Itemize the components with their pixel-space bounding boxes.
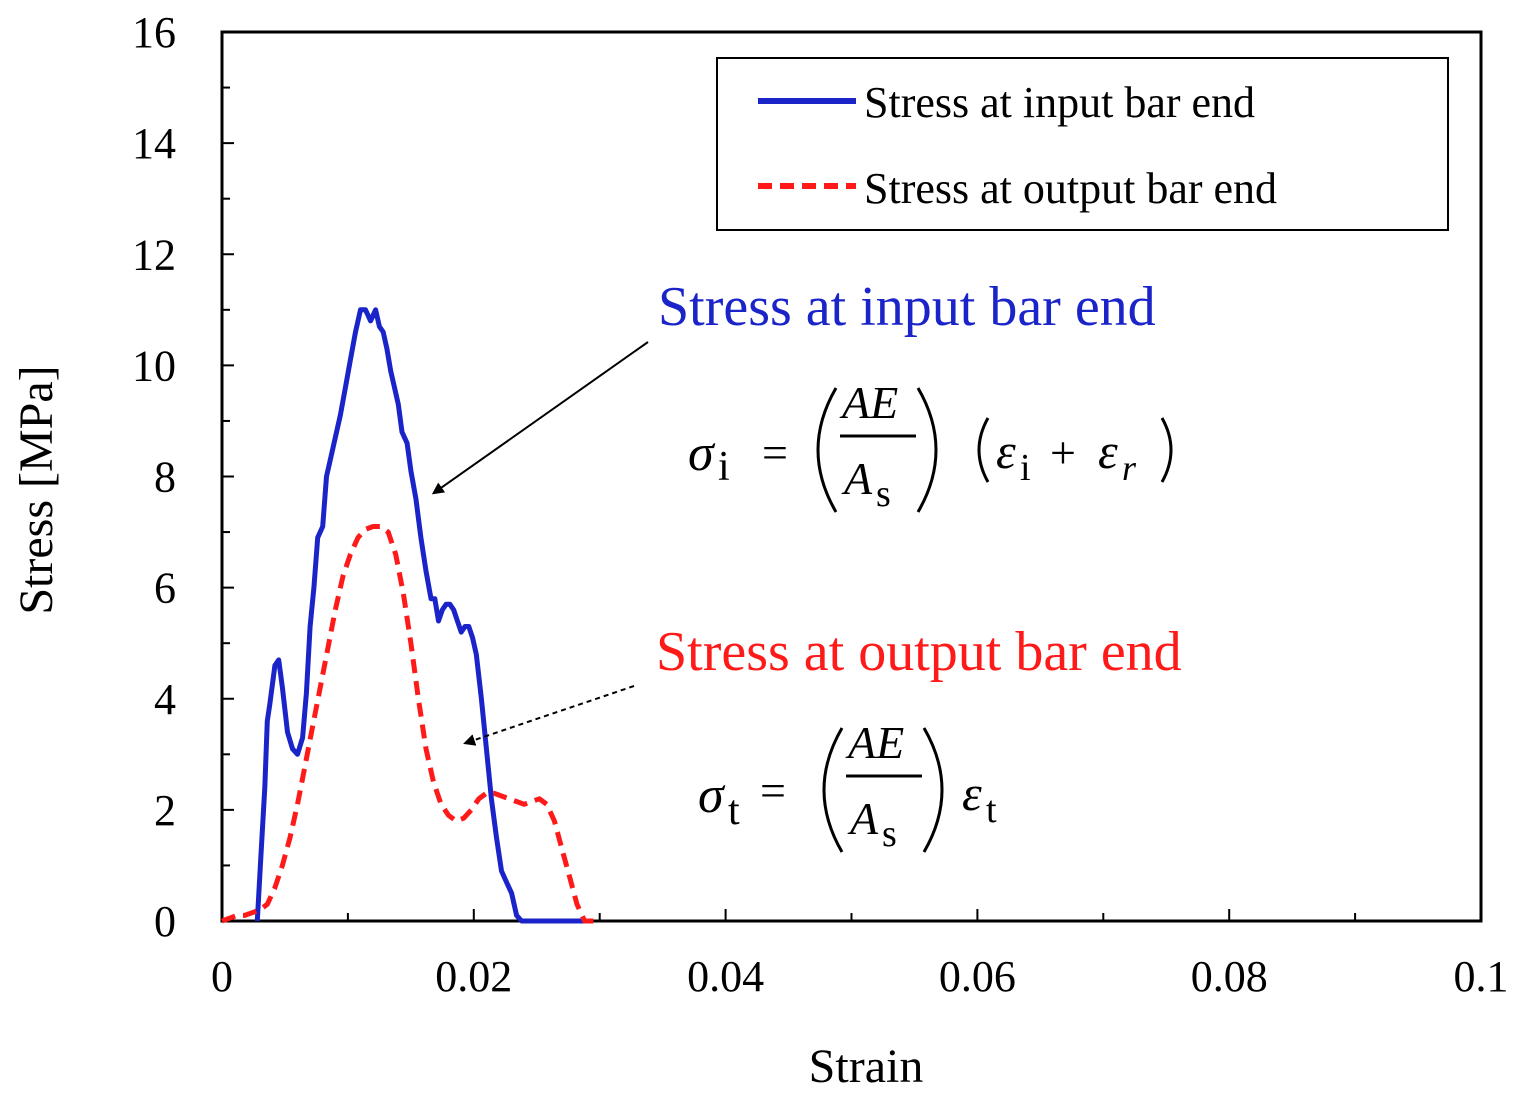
eq2-left-paren [822,727,844,853]
annotation-input-bar: Stress at input bar end [658,276,1156,338]
y-tick-label: 4 [154,675,176,724]
y-tick-label: 12 [132,230,176,279]
equation-output-stress: σ t = AE A s ε t [698,717,997,855]
y-tick-label: 2 [154,786,176,835]
y-tick-label: 16 [132,8,176,57]
eq1-equals: = [762,427,788,478]
x-tick-label: 0.02 [435,952,512,1001]
eq1-right-paren-2 [1160,417,1173,483]
legend: Stress at input bar end Stress at output… [716,57,1449,231]
x-tick-label: 0.04 [687,952,764,1001]
y-axis-title: Stress [MPa] [10,365,63,614]
eq2-denominator: A [847,793,879,844]
legend-box [716,57,1449,231]
eq2-epsilon-t: ε [962,765,982,821]
eq1-right-paren [916,387,938,513]
eq2-sigma-sub: t [728,788,740,834]
eq1-numerator: AE [839,377,898,428]
x-tick-label: 0.08 [1191,952,1268,1001]
eq2-sigma: σ [698,767,726,824]
eq1-sigma-sub: i [718,444,730,490]
eq1-epsilon-r: ε [1098,423,1118,479]
eq1-epsilon-i: ε [996,423,1016,479]
x-tick-labels: 0 0.02 0.04 0.06 0.08 0.1 [211,952,1509,1001]
annotation-output-bar: Stress at output bar end [656,621,1182,683]
eq1-sigma: σ [688,425,716,482]
eq2-equals: = [760,765,786,816]
eq2-denominator-sub: s [882,813,897,855]
eq2-numerator: AE [845,717,904,768]
series-line-output-bar [221,524,596,924]
eq1-left-paren [816,387,838,513]
eq1-epsilon-r-sub: r [1122,448,1137,488]
y-tick-label: 0 [154,897,176,946]
series-line-input-bar [254,307,590,924]
eq2-epsilon-t-sub: t [986,789,997,831]
eq1-epsilon-i-sub: i [1020,447,1031,489]
eq1-denominator: A [841,453,873,504]
y-tick-label: 10 [132,341,176,390]
eq1-denominator-sub: s [876,473,891,515]
x-tick-label: 0.1 [1454,952,1509,1001]
y-tick-label: 6 [154,564,176,613]
legend-label-input-bar: Stress at input bar end [864,78,1255,127]
annotation-arrow-input-bar [431,341,649,495]
eq1-plus: + [1050,427,1076,478]
y-tick-label: 14 [132,119,176,168]
x-tick-label: 0.06 [939,952,1016,1001]
y-tick-labels: 0 2 4 6 8 10 12 14 16 [132,8,176,946]
eq1-left-paren-2 [977,417,990,483]
eq2-right-paren [922,727,944,853]
equation-input-stress: σ i = AE A s ε i + ε r [688,377,1173,515]
annotation-arrow-output-bar [463,685,635,746]
legend-label-output-bar: Stress at output bar end [864,164,1277,213]
y-tick-label: 8 [154,453,176,502]
x-axis-title: Strain [809,1040,924,1093]
x-tick-label: 0 [211,952,233,1001]
